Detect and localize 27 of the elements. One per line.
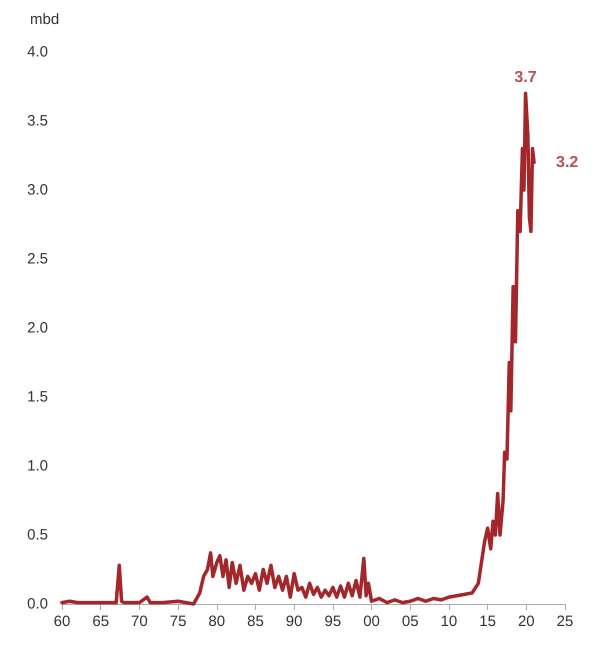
x-tick-label: 90	[286, 613, 302, 630]
x-tick-label: 95	[324, 613, 342, 630]
x-tick-label: 05	[402, 613, 419, 630]
y-tick-label: 3.5	[27, 112, 48, 130]
x-tick-label: 15	[479, 613, 496, 630]
x-tick-label: 25	[556, 613, 574, 630]
y-tick-label: 1.5	[27, 388, 48, 406]
y-tick-label: 0.5	[27, 526, 48, 544]
x-tick-label: 80	[208, 613, 226, 630]
y-tick-label: 0.0	[27, 596, 48, 612]
annotation: 3.2	[556, 154, 578, 171]
x-tick-label: 70	[131, 613, 148, 630]
x-tick-label: 85	[247, 613, 264, 630]
x-tick-label: 75	[170, 613, 186, 630]
x-tick-label: 20	[518, 613, 535, 630]
x-tick-label: 00	[363, 613, 380, 630]
y-tick-label: 2.0	[27, 320, 48, 336]
y-tick-label: 2.5	[27, 250, 48, 268]
x-tick-label: 10	[440, 613, 458, 630]
x-tick-label: 65	[92, 613, 110, 630]
line-series	[60, 92, 536, 606]
annotation: 3.7	[514, 68, 537, 86]
y-axis-title: mbd	[30, 11, 60, 28]
y-tick-label: 3.0	[27, 182, 48, 198]
x-tick-label: 60	[54, 613, 70, 630]
y-tick-label: 1.0	[27, 458, 48, 474]
y-tick-label: 4.0	[27, 44, 48, 60]
